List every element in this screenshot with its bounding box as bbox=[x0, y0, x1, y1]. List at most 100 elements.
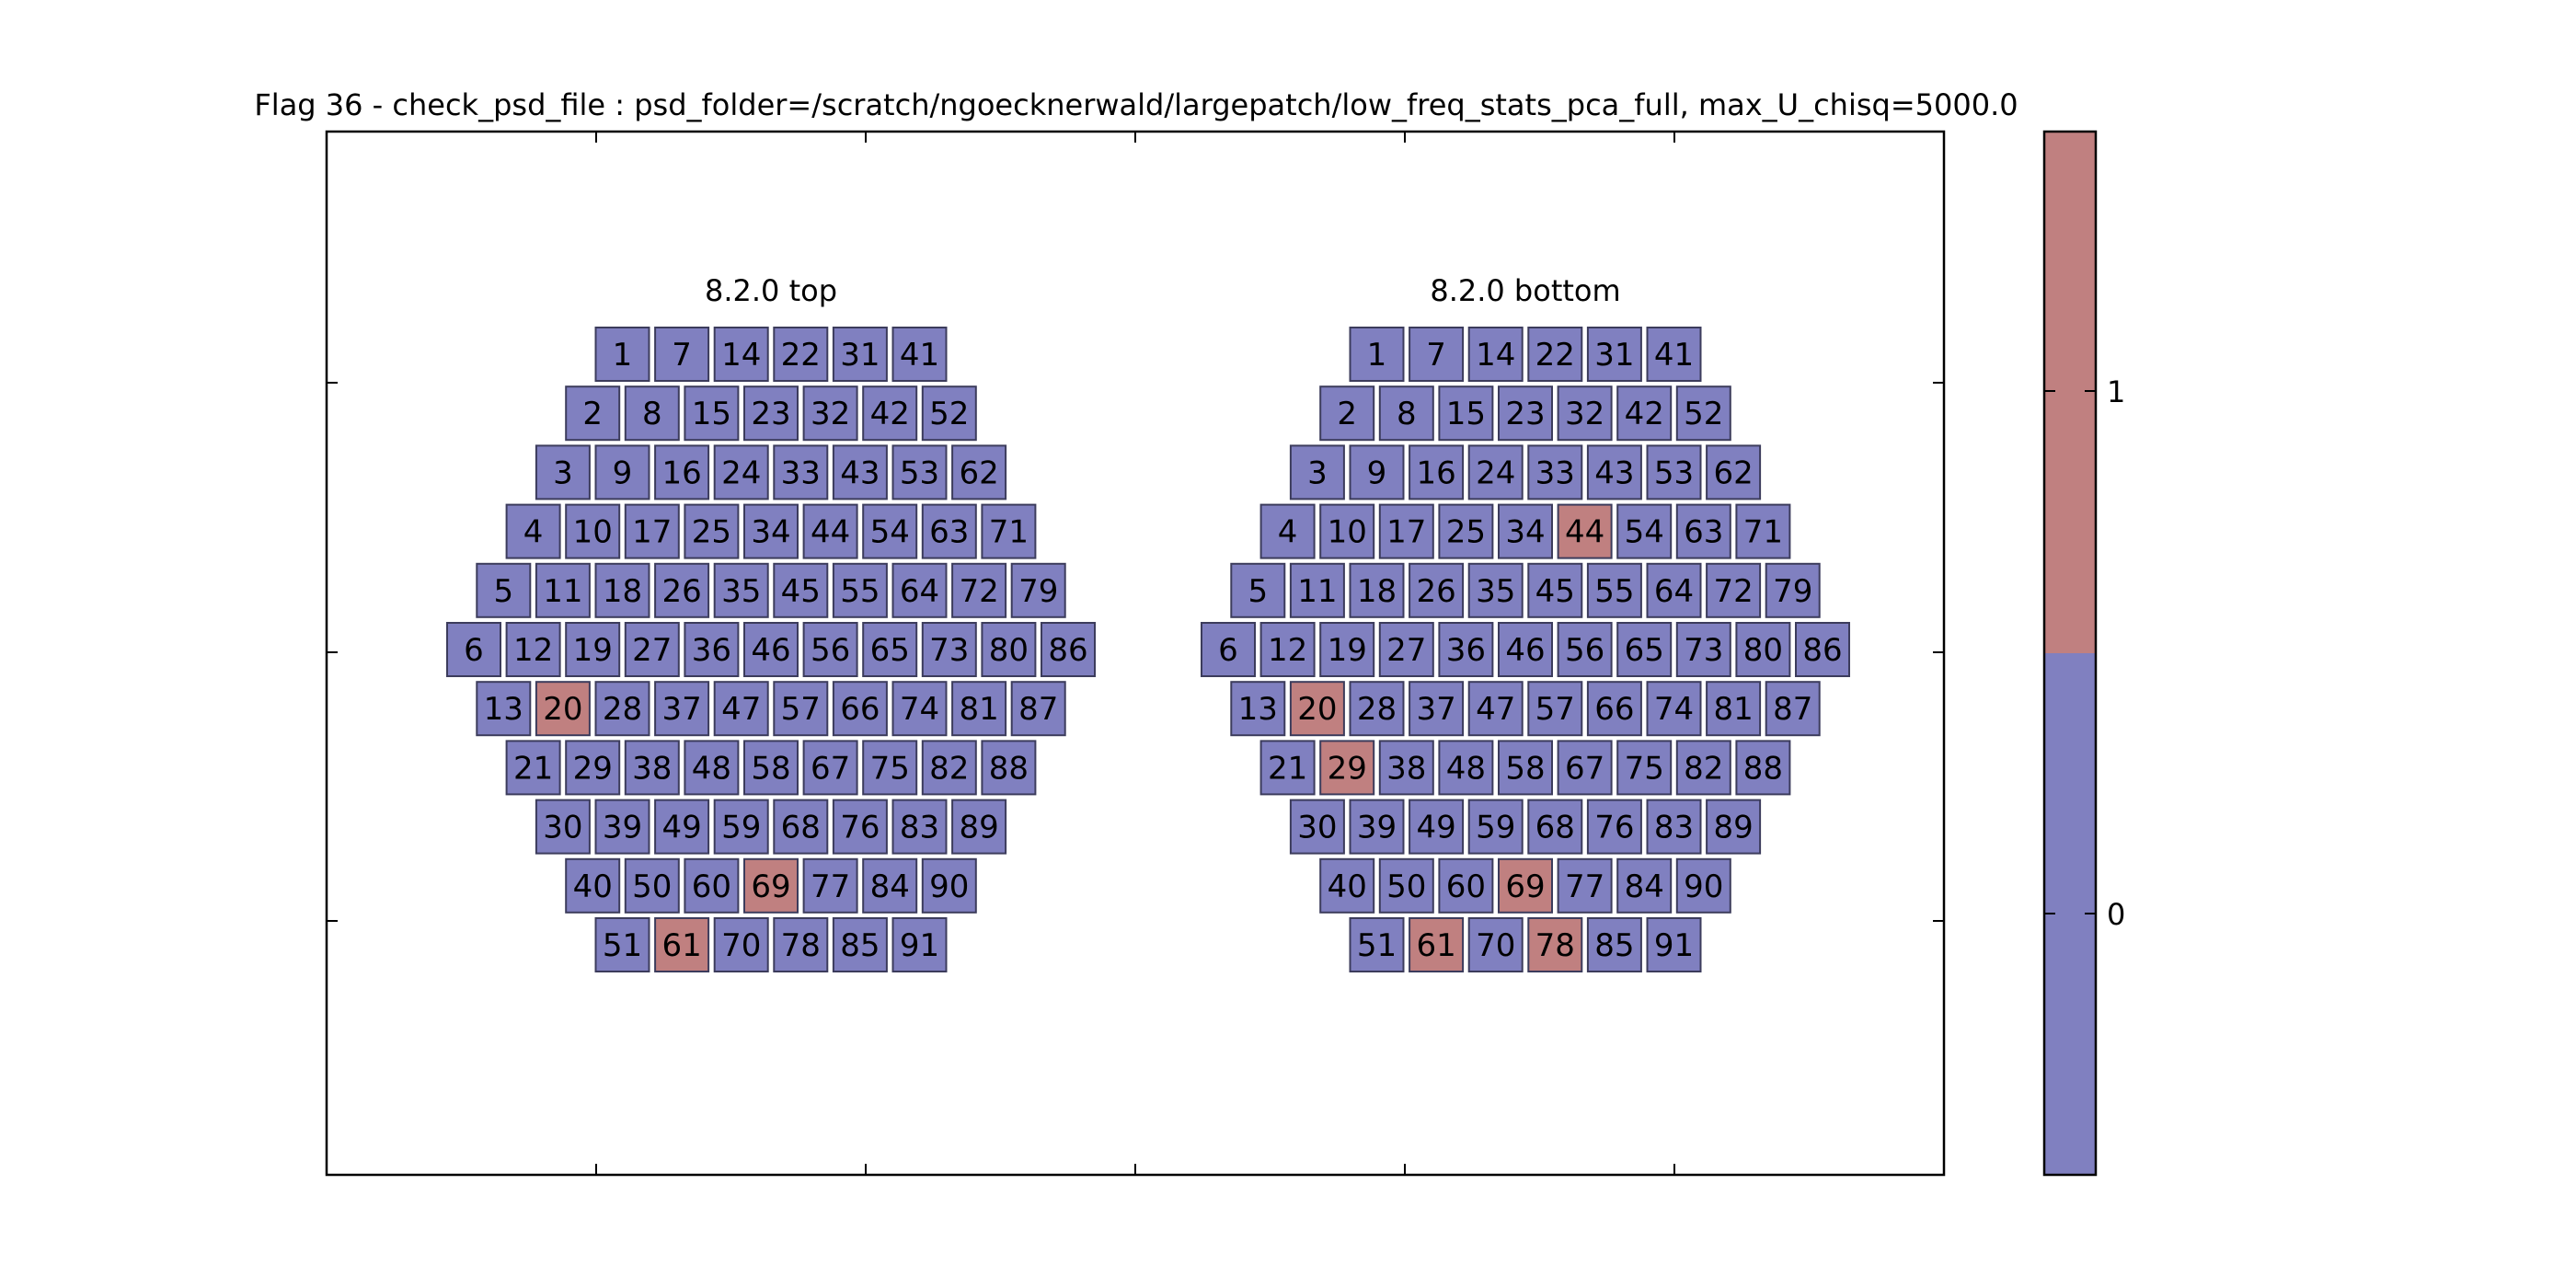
pixel-label: 42 bbox=[870, 396, 910, 432]
pixel-label: 7 bbox=[1426, 337, 1446, 374]
pixel-67: 67 bbox=[802, 740, 858, 796]
pixel-6: 6 bbox=[446, 622, 501, 677]
pixel-36: 36 bbox=[684, 622, 740, 677]
pixel-tile bbox=[743, 503, 799, 559]
pixel-81: 81 bbox=[1706, 681, 1762, 737]
pixel-label: 46 bbox=[751, 632, 790, 669]
pixel-label: 23 bbox=[751, 396, 790, 432]
colorbar-tick-label: 0 bbox=[2107, 897, 2125, 932]
pixel-tile bbox=[505, 740, 561, 796]
pixel-label: 4 bbox=[1278, 514, 1298, 551]
pixel-tile bbox=[535, 444, 591, 500]
pixel-tile bbox=[1586, 799, 1642, 855]
pixel-label: 71 bbox=[989, 514, 1029, 551]
pixel-34: 34 bbox=[743, 503, 799, 559]
pixel-54: 54 bbox=[862, 503, 918, 559]
pixel-label: 82 bbox=[1684, 750, 1723, 787]
pixel-tile bbox=[862, 503, 918, 559]
pixel-label: 88 bbox=[1743, 750, 1783, 787]
pixel-tile bbox=[565, 857, 621, 914]
pixel-tile bbox=[951, 799, 1007, 855]
pixel-label: 89 bbox=[1713, 810, 1753, 846]
pixel-8: 8 bbox=[1378, 385, 1434, 442]
pixel-32: 32 bbox=[1557, 385, 1613, 442]
pixel-label: 8 bbox=[1397, 396, 1417, 432]
pixel-tile bbox=[565, 385, 621, 442]
pixel-tile bbox=[565, 622, 621, 677]
pixel-label: 17 bbox=[632, 514, 672, 551]
pixel-tile bbox=[1765, 681, 1821, 737]
pixel-label: 35 bbox=[721, 573, 761, 610]
pixel-label: 73 bbox=[1684, 632, 1723, 669]
pixel-90: 90 bbox=[1675, 857, 1731, 914]
pixel-label: 47 bbox=[1476, 691, 1515, 728]
pixel-18: 18 bbox=[1349, 562, 1405, 618]
pixel-tile bbox=[654, 562, 710, 618]
pixel-label: 49 bbox=[661, 810, 701, 846]
pixel-tile bbox=[594, 562, 650, 618]
pixel-45: 45 bbox=[773, 562, 829, 618]
pixel-tile bbox=[1230, 681, 1286, 737]
pixel-label: 78 bbox=[1535, 927, 1575, 964]
pixel-tile bbox=[1616, 740, 1673, 796]
pixel-52: 52 bbox=[921, 385, 977, 442]
pixel-label: 86 bbox=[1048, 632, 1087, 669]
pixel-tile bbox=[476, 681, 532, 737]
pixel-tile bbox=[1349, 327, 1405, 382]
pixel-label: 2 bbox=[1337, 396, 1357, 432]
pixel-tile bbox=[773, 562, 829, 618]
pixel-tile bbox=[1289, 799, 1345, 855]
pixel-tile bbox=[832, 681, 888, 737]
pixel-label: 55 bbox=[1594, 573, 1634, 610]
pixel-label: 38 bbox=[1386, 750, 1426, 787]
pixel-label: 76 bbox=[840, 810, 880, 846]
pixel-label: 88 bbox=[989, 750, 1029, 787]
pixel-tile bbox=[1438, 622, 1494, 677]
pixel-tile bbox=[1467, 444, 1524, 500]
pixel-label: 54 bbox=[1625, 514, 1664, 551]
pixel-21: 21 bbox=[1259, 740, 1316, 796]
pixel-label: 62 bbox=[1713, 454, 1753, 491]
pixel-label: 49 bbox=[1416, 810, 1455, 846]
pixel-label: 85 bbox=[1594, 927, 1634, 964]
pixel-label: 57 bbox=[781, 691, 821, 728]
pixel-57: 57 bbox=[773, 681, 829, 737]
pixel-tile bbox=[862, 385, 918, 442]
pixel-73: 73 bbox=[921, 622, 977, 677]
pixel-label: 81 bbox=[959, 691, 998, 728]
pixel-label: 60 bbox=[692, 868, 731, 905]
pixel-tile bbox=[654, 917, 710, 972]
pixel-label: 79 bbox=[1018, 573, 1058, 610]
pixel-label: 69 bbox=[751, 868, 790, 905]
pixel-tile bbox=[684, 857, 740, 914]
pixel-49: 49 bbox=[1409, 799, 1465, 855]
pixel-label: 12 bbox=[1268, 632, 1307, 669]
pixel-73: 73 bbox=[1675, 622, 1731, 677]
pixel-label: 91 bbox=[900, 927, 939, 964]
pixel-6: 6 bbox=[1201, 622, 1256, 677]
pixel-21: 21 bbox=[505, 740, 561, 796]
pixel-label: 32 bbox=[811, 396, 850, 432]
pixel-label: 22 bbox=[781, 337, 821, 374]
pixel-4: 4 bbox=[1259, 503, 1316, 559]
pixel-33: 33 bbox=[773, 444, 829, 500]
pixel-80: 80 bbox=[1735, 622, 1791, 677]
pixel-46: 46 bbox=[1498, 622, 1553, 677]
pixel-87: 87 bbox=[1010, 681, 1066, 737]
pixel-tile bbox=[832, 444, 888, 500]
pixel-tile bbox=[1010, 681, 1066, 737]
pixel-tile bbox=[654, 327, 710, 382]
pixel-label: 12 bbox=[513, 632, 553, 669]
pixel-label: 27 bbox=[632, 632, 672, 669]
pixel-tile bbox=[1438, 503, 1494, 559]
pixel-tile bbox=[832, 917, 888, 972]
pixel-tile bbox=[446, 622, 501, 677]
pixel-label: 78 bbox=[781, 927, 821, 964]
pixel-tile bbox=[1349, 799, 1405, 855]
pixel-35: 35 bbox=[713, 562, 769, 618]
pixel-label: 55 bbox=[840, 573, 880, 610]
